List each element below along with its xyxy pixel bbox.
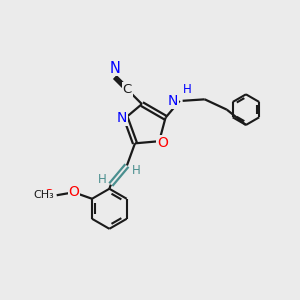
Text: C: C (123, 83, 132, 96)
Text: O: O (157, 136, 168, 150)
Text: O: O (68, 185, 79, 199)
Text: H: H (131, 164, 140, 177)
Text: O: O (68, 185, 79, 199)
Text: H: H (183, 82, 191, 95)
Text: CH₃: CH₃ (34, 190, 54, 200)
Text: N: N (117, 111, 127, 125)
Text: O: O (43, 188, 54, 202)
Text: N: N (168, 94, 178, 108)
Text: N: N (110, 61, 120, 76)
Text: H: H (98, 173, 106, 186)
